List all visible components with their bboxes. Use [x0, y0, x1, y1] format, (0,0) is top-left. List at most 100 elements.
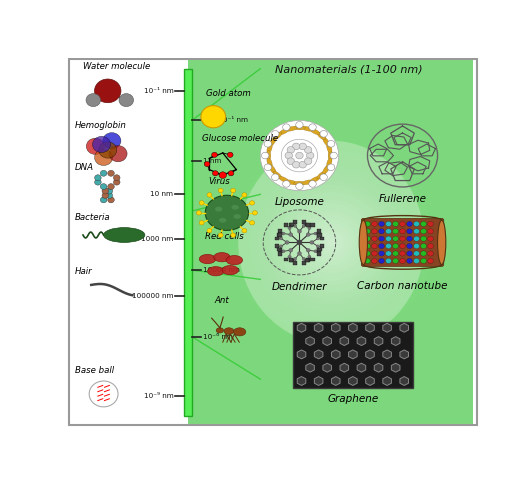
Circle shape [278, 249, 281, 251]
Circle shape [414, 229, 419, 234]
Circle shape [289, 233, 293, 237]
Polygon shape [392, 336, 400, 346]
Circle shape [289, 224, 292, 226]
Polygon shape [400, 377, 409, 385]
Ellipse shape [323, 137, 330, 146]
Circle shape [101, 170, 107, 176]
Circle shape [107, 197, 114, 203]
Circle shape [302, 257, 305, 260]
Bar [277, 233, 281, 237]
Ellipse shape [222, 265, 238, 275]
Circle shape [406, 251, 412, 256]
Circle shape [204, 161, 210, 167]
Polygon shape [348, 377, 357, 385]
Bar [278, 252, 282, 256]
Ellipse shape [269, 137, 276, 146]
Ellipse shape [279, 129, 289, 135]
Circle shape [119, 94, 134, 107]
Circle shape [316, 245, 320, 248]
Circle shape [218, 188, 223, 192]
Circle shape [297, 252, 302, 255]
Circle shape [113, 179, 120, 185]
Text: Dendrimer: Dendrimer [272, 282, 327, 291]
Circle shape [364, 251, 370, 256]
Circle shape [371, 229, 377, 234]
Circle shape [101, 184, 107, 190]
Text: 10⁻⁶ nm: 10⁻⁶ nm [203, 334, 233, 340]
Bar [305, 259, 310, 262]
Polygon shape [348, 324, 357, 332]
Circle shape [428, 221, 434, 227]
Circle shape [393, 229, 398, 234]
Ellipse shape [238, 141, 425, 344]
Circle shape [318, 234, 320, 236]
Text: Hair: Hair [74, 267, 93, 276]
Circle shape [95, 175, 101, 180]
Text: Hemoglobin: Hemoglobin [74, 120, 127, 130]
Polygon shape [348, 350, 357, 359]
Circle shape [318, 234, 321, 237]
Ellipse shape [327, 158, 332, 168]
Circle shape [278, 248, 281, 251]
Circle shape [199, 201, 204, 205]
Ellipse shape [437, 220, 446, 264]
Bar [275, 244, 279, 248]
Circle shape [103, 132, 121, 149]
Circle shape [306, 152, 314, 159]
Circle shape [293, 143, 300, 150]
Circle shape [276, 238, 278, 240]
Circle shape [320, 174, 327, 180]
Circle shape [307, 259, 309, 261]
Circle shape [327, 141, 335, 147]
Circle shape [304, 146, 312, 153]
Circle shape [107, 170, 114, 176]
Text: Glucose molecule: Glucose molecule [202, 133, 278, 143]
Ellipse shape [200, 254, 216, 264]
Polygon shape [365, 377, 375, 385]
Text: Fullerene: Fullerene [379, 193, 427, 204]
FancyBboxPatch shape [361, 218, 444, 266]
Circle shape [279, 229, 281, 232]
Circle shape [278, 234, 281, 237]
Circle shape [386, 229, 392, 234]
Circle shape [231, 233, 236, 238]
Bar [293, 220, 297, 224]
Ellipse shape [317, 171, 326, 179]
Circle shape [95, 149, 113, 166]
Circle shape [297, 229, 302, 233]
Circle shape [364, 229, 370, 234]
Circle shape [288, 255, 291, 258]
Text: Liposome: Liposome [275, 197, 325, 207]
Circle shape [294, 225, 297, 228]
Text: Nanomaterials (1-100 nm): Nanomaterials (1-100 nm) [275, 65, 423, 75]
Ellipse shape [317, 132, 326, 140]
Bar [284, 223, 288, 227]
Polygon shape [323, 336, 331, 346]
Circle shape [364, 258, 370, 264]
Ellipse shape [224, 328, 234, 335]
Ellipse shape [310, 129, 320, 135]
Circle shape [321, 245, 323, 247]
Circle shape [327, 164, 335, 170]
Circle shape [250, 220, 255, 225]
Circle shape [330, 152, 337, 159]
Circle shape [98, 142, 117, 158]
Circle shape [406, 243, 412, 249]
Circle shape [421, 221, 427, 227]
Ellipse shape [215, 207, 222, 212]
Text: 1 nm: 1 nm [203, 158, 221, 164]
Circle shape [311, 259, 314, 261]
Circle shape [212, 152, 218, 157]
Text: Ant: Ant [214, 296, 229, 305]
Circle shape [294, 257, 297, 260]
Circle shape [290, 259, 293, 262]
Circle shape [289, 248, 293, 252]
Polygon shape [306, 363, 314, 372]
Circle shape [279, 237, 282, 240]
Circle shape [306, 233, 310, 237]
Polygon shape [297, 324, 306, 332]
Bar [302, 261, 306, 264]
Ellipse shape [323, 235, 339, 250]
Polygon shape [297, 377, 306, 385]
Bar [293, 261, 297, 264]
